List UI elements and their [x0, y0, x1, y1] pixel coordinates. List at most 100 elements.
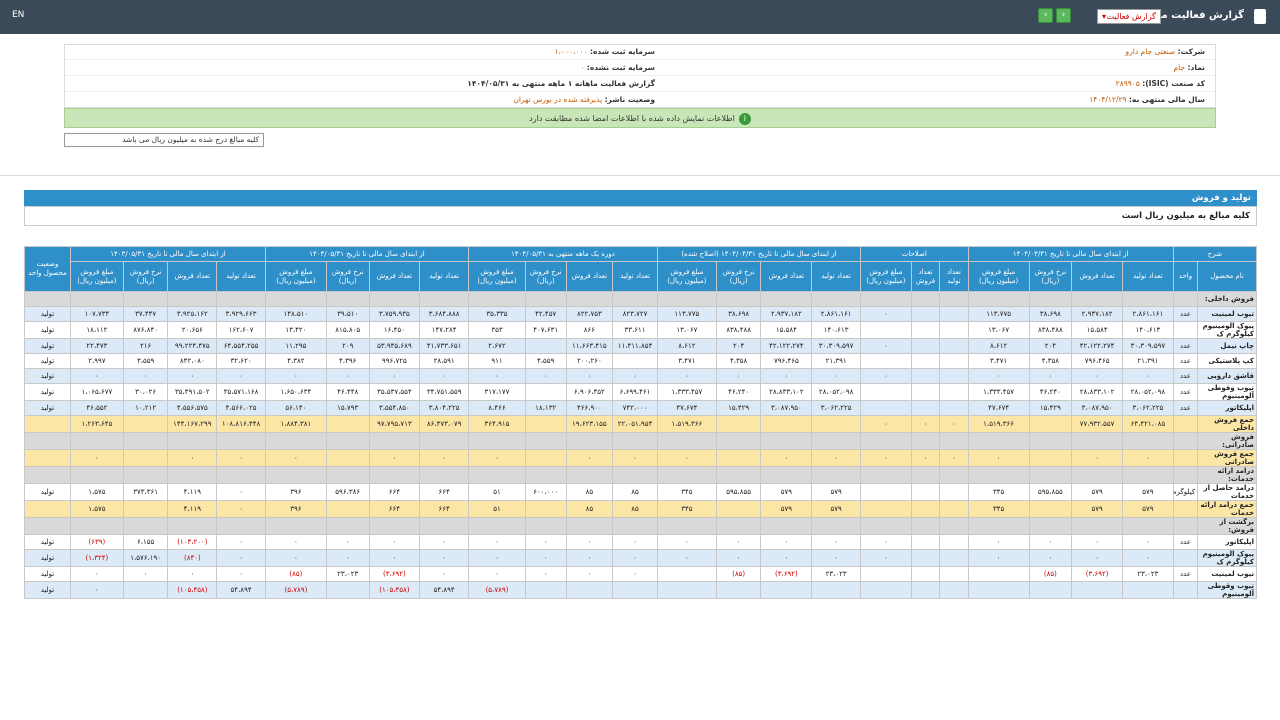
table-cell: [565, 466, 614, 484]
table-cell: [859, 400, 912, 416]
table-row: کپ پلاستیکی عدد ۲۱،۳۹۱ ۷۹۶،۴۶۵ ۴،۳۵۸ ۳،۴۷۱ ۲۱،…: [24, 353, 1257, 369]
table-cell: ۰: [1071, 449, 1123, 467]
table-row: جمع فروش صادراتی ۰ ۰ ۰ ۰ ۰ ۰ ۰ ۰ ۰ ۰ ۰ ۰ ۰ ۰ ۰ ۰ ۰ ۰: [24, 449, 1257, 467]
table-cell: ۰: [419, 368, 470, 384]
sub-header-cell: نرخ فروش (ریال): [524, 261, 567, 292]
table-cell: ۸۶۶: [565, 321, 614, 339]
table-cell: [419, 466, 470, 484]
table-cell: [1071, 581, 1123, 599]
table-cell: [1121, 432, 1174, 450]
table-cell: [167, 466, 218, 484]
language-toggle[interactable]: EN: [12, 10, 25, 20]
table-cell: ۰: [368, 368, 421, 384]
previous-button[interactable]: ‹: [1038, 8, 1053, 23]
table-cell: [524, 500, 567, 518]
info-icon: i: [738, 113, 751, 125]
table-cell: ۳۵۳: [468, 321, 526, 339]
table-cell: [167, 291, 218, 307]
table-cell: [419, 291, 470, 307]
table-cell: [715, 466, 762, 484]
table-cell: ۰: [715, 534, 762, 550]
table-cell: [565, 581, 614, 599]
table-cell: ۳۰،۰۲۶: [122, 383, 169, 401]
table-cell: [1028, 415, 1073, 433]
table-cell: ۲۰،۶۵۶: [167, 321, 218, 339]
table-cell: [325, 466, 370, 484]
table-cell: ۵۷۹: [1121, 500, 1174, 518]
table-cell: [910, 306, 941, 322]
product-name-cell: اپلیکاتور: [1197, 400, 1257, 416]
table-cell: [468, 432, 526, 450]
table-cell: ۳۹۶: [264, 483, 327, 501]
isic-label: کد صنعت (ISIC):: [1142, 79, 1205, 88]
table-cell: تولید: [24, 483, 71, 501]
table-cell: [939, 306, 969, 322]
table-cell: ۵۷۹: [1121, 483, 1174, 501]
table-cell: (۸۴۰): [167, 549, 218, 567]
table-cell: [368, 517, 421, 535]
company-label: شرکت:: [1177, 47, 1205, 56]
table-cell: [910, 466, 941, 484]
table-cell: عدد: [1172, 306, 1199, 322]
company-value: صنعتی جام دارو: [1125, 47, 1176, 56]
table-cell: تولید: [24, 321, 71, 339]
product-name-cell: فروش صادراتی:: [1197, 432, 1257, 450]
table-cell: ۴۶،۲۴۰: [715, 383, 762, 401]
table-cell: [859, 353, 912, 369]
table-cell: [612, 517, 658, 535]
table-cell: ۰: [167, 449, 218, 467]
table-cell: ۱۱،۴۱۱،۸۵۴: [612, 338, 658, 354]
table-cell: ۶،۹۰۶،۴۵۲: [565, 383, 614, 401]
table-cell: ۰: [524, 566, 567, 582]
table-cell: [122, 432, 169, 450]
table-cell: [910, 483, 941, 501]
table-cell: ۱۴۷،۲۸۴: [419, 321, 470, 339]
table-cell: [1071, 432, 1123, 450]
sub-header-cell: تعداد تولید: [1121, 261, 1174, 292]
table-cell: [1028, 500, 1073, 518]
table-cell: ۲۳،۰۲۳: [325, 566, 370, 582]
table-row: درآمد ارائه خدمات:: [24, 466, 1257, 484]
table-row: درآمد حاصل از خدمات کیلوگرم ۵۷۹ ۵۷۹ ۵۹۵،۸۵۵ ۳…: [24, 483, 1257, 501]
table-cell: [325, 581, 370, 599]
table-cell: ۰: [216, 549, 266, 567]
table-cell: ۰: [612, 449, 658, 467]
table-row: تیوب لمینیت عدد ۲۳،۰۲۳ (۳،۶۹۲) (۸۵) ۲۳،۰۲۳ (۳،…: [24, 566, 1257, 582]
table-cell: ۳۴۵: [656, 483, 717, 501]
table-cell: [715, 581, 762, 599]
table-cell: [939, 500, 969, 518]
table-cell: [760, 291, 813, 307]
table-cell: [216, 466, 266, 484]
table-cell: ۴،۱۱۹: [167, 500, 218, 518]
table-row: چاپ نیمل عدد ۳۰،۳۰۹،۵۹۷ ۴۲،۱۲۲،۲۷۴ ۲۰۴ ۸،۶۱۲ ۰…: [24, 338, 1257, 354]
table-cell: ۱۵،۴۲۹: [1028, 400, 1073, 416]
product-name-cell: تیوب وقوطی آلومینیوم: [1197, 581, 1257, 599]
table-cell: [859, 483, 912, 501]
table-cell: [24, 466, 71, 484]
table-cell: ۰: [565, 566, 614, 582]
sub-header-cell: تعداد فروش: [167, 261, 218, 292]
table-cell: [859, 383, 912, 401]
verification-alert: iاطلاعات نمایش داده شده با اطلاعات امضا …: [64, 108, 1216, 128]
sub-header-cell: تعداد تولید: [612, 261, 658, 292]
table-cell: ۰: [565, 549, 614, 567]
table-cell: ۰: [1121, 368, 1174, 384]
next-button[interactable]: ›: [1056, 8, 1071, 23]
table-cell: ۲۱،۳۹۱: [811, 353, 861, 369]
symbol-value[interactable]: جام: [1173, 63, 1186, 72]
table-cell: [910, 432, 941, 450]
table-cell: ۰: [1071, 549, 1123, 567]
table-cell: ۳۵،۵۷۱،۱۶۸: [216, 383, 266, 401]
fiscal-year-label: سال مالی منتهی به:: [1128, 95, 1205, 104]
table-cell: (۱،۳۲۴): [69, 549, 124, 567]
table-cell: ۲۰۹: [325, 338, 370, 354]
table-cell: ۱۵،۵۸۴: [1071, 321, 1123, 339]
table-cell: ۵۹۵،۸۵۵: [715, 483, 762, 501]
table-cell: [910, 368, 941, 384]
table-cell: (۸۵): [1028, 566, 1073, 582]
report-type-select[interactable]: گزارش فعالیت ▾: [1097, 9, 1161, 24]
table-cell: [939, 517, 969, 535]
sub-header-cell: تعداد تولید: [419, 261, 470, 292]
table-cell: ۶،۶۹۹،۴۶۱: [612, 383, 658, 401]
table-row: قاشق دارویی عدد ۰ ۰ ۰ ۰ ۰ ۰ ۰ ۰ ۰ ۰ ۰ ۰ ۰ ۰ ۰ ۰ ۰ ۰ ۰ ۰ ۰ تولید: [24, 368, 1257, 384]
